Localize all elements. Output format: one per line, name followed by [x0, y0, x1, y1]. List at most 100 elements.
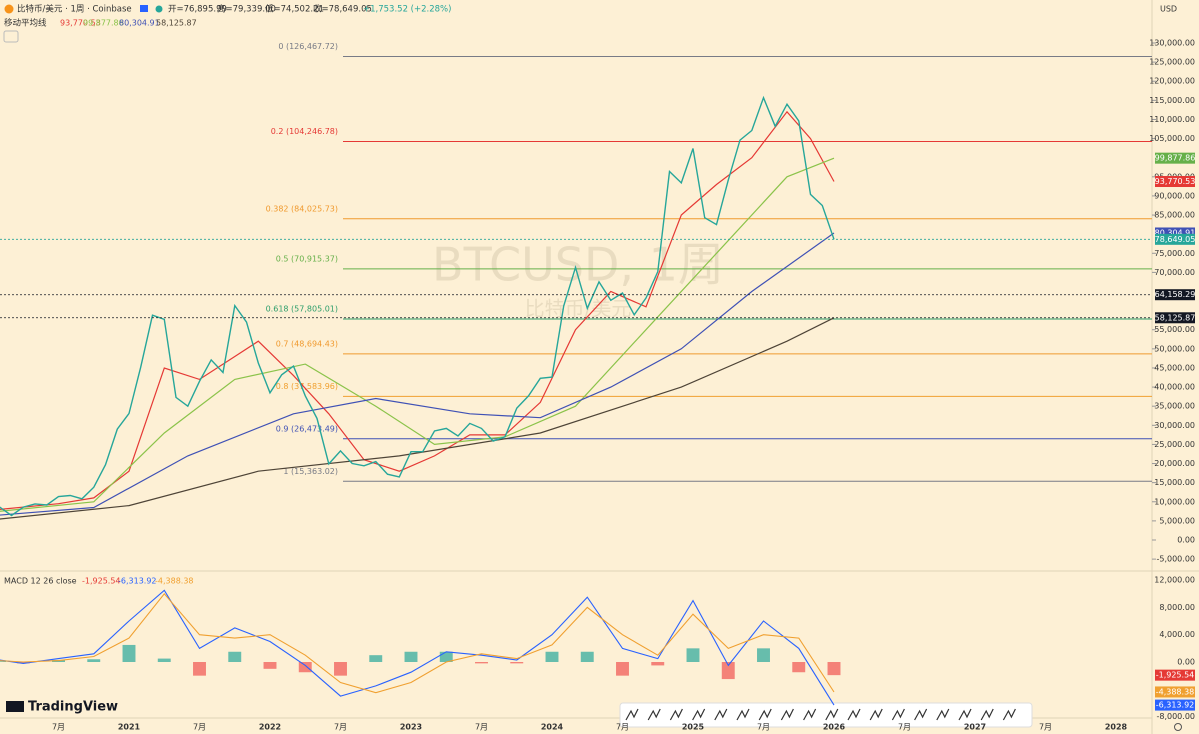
x-tick-label: 2024 [541, 723, 564, 732]
y-tick-label: 45,000.00 [1154, 363, 1195, 372]
price-tag [1155, 227, 1195, 239]
macd-histogram-bar [0, 661, 7, 662]
macd-histogram-bar [616, 662, 629, 676]
toolbar-tool[interactable] [980, 708, 994, 721]
macd-histogram-bar [16, 662, 30, 664]
macd-line [0, 592, 835, 694]
macd-legend-value: -6,313.92 [118, 577, 157, 586]
y-tick-label: 20,000.00 [1154, 459, 1195, 468]
moving-average [0, 232, 835, 516]
y-tick-label: 110,000.00 [1149, 115, 1195, 124]
ma-legend-value: 99,877.86 [83, 19, 124, 28]
moving-average [0, 317, 835, 520]
settings-icon[interactable] [1174, 723, 1182, 731]
moving-average [0, 157, 835, 512]
low: 低=74,502.21 [265, 4, 324, 15]
fib-label: 0.382 (84,025.73) [266, 204, 338, 213]
toolbar-tool[interactable] [936, 708, 950, 721]
macd-histogram-bar [686, 648, 700, 662]
macd-tick-label: 0.00 [1177, 658, 1195, 667]
open: 开=76,895.99 [168, 5, 227, 15]
x-tick-label: 2021 [118, 723, 141, 732]
y-tick-label: 50,000.00 [1154, 344, 1195, 353]
x-tick-label: 2027 [964, 723, 986, 732]
macd-histogram-bar [157, 658, 171, 662]
macd-histogram-bar [87, 659, 101, 662]
price-tag [1155, 152, 1195, 164]
macd-histogram-bar [510, 662, 524, 664]
ma-legend-value: 93,770.53 [60, 19, 101, 28]
toolbar-tool[interactable] [803, 708, 817, 721]
flag-icon[interactable] [140, 5, 148, 12]
y-tick-label: 105,000.00 [1149, 134, 1195, 143]
price-tag-label: 93,770.53 [1155, 177, 1196, 186]
brand-logo [6, 701, 24, 712]
brand: TradingView [28, 700, 118, 715]
macd-histogram-bar [545, 651, 559, 662]
macd-tag [1155, 699, 1195, 711]
coin-icon [4, 4, 14, 14]
fib-label: 0 (126,467.72) [278, 42, 338, 51]
toolbar-tool[interactable] [1002, 708, 1016, 721]
toolbar-tool[interactable] [847, 708, 861, 721]
toolbar-tool[interactable] [891, 708, 905, 721]
macd-tick-label: 8,000.00 [1159, 603, 1195, 612]
ma-legend-value: 58,125.87 [156, 19, 197, 28]
y-tick-label: 30,000.00 [1154, 421, 1195, 430]
macd-tick-label: 4,000.00 [1159, 630, 1195, 639]
price-tag-label: 64,158.29 [1155, 290, 1196, 299]
toolbar-tool[interactable] [958, 708, 972, 721]
y-tick-label: -5,000.00 [1156, 555, 1195, 564]
macd-tag-label: -6,313.92 [1156, 701, 1195, 710]
toolbar-tool[interactable] [825, 708, 839, 721]
y-tick-label: 75,000.00 [1154, 249, 1195, 258]
toolbar-tool[interactable] [692, 708, 706, 721]
x-tick-label: 7月 [757, 723, 770, 732]
x-tick-label: 7月 [475, 723, 488, 732]
x-tick-label: 7月 [898, 723, 911, 732]
y-tick-label: 0.00 [1177, 536, 1195, 545]
x-tick-label: 2023 [400, 723, 422, 732]
toolbar-tool[interactable] [914, 708, 928, 721]
toolbar-tool[interactable] [780, 708, 794, 721]
moving-average [0, 110, 835, 510]
macd-histogram-bar [193, 662, 206, 676]
toolbar-tool[interactable] [625, 708, 639, 721]
y-tick-label: 25,000.00 [1154, 440, 1195, 449]
x-tick-label: 2025 [682, 723, 705, 732]
price-tag-label: 80,304.91 [1155, 228, 1196, 237]
fib-label: 0.618 (57,805.01) [266, 305, 338, 314]
x-tick-label: 2026 [823, 723, 846, 732]
fib-label: 0.2 (104,246.78) [271, 127, 338, 136]
price-tag-label: 58,125.87 [1155, 313, 1196, 322]
y-tick-label: 90,000.00 [1154, 191, 1195, 200]
status-dot [155, 5, 163, 13]
toolbar-tool[interactable] [736, 708, 750, 721]
currency: USD [1160, 5, 1177, 14]
toolbar-tool[interactable] [758, 708, 772, 721]
fib-label: 0.7 (48,694.43) [276, 339, 338, 348]
y-tick-label: 85,000.00 [1154, 211, 1195, 220]
macd-title: MACD 12 26 close [4, 577, 77, 586]
macd-tag-label: -4,388.38 [1156, 687, 1195, 696]
toolbar-tool[interactable] [869, 708, 883, 721]
x-tick-label: 7月 [334, 723, 347, 732]
toolbar-tool[interactable] [714, 708, 728, 721]
toolbar-tool[interactable] [647, 708, 661, 721]
price-tag-label: 78,649.05 [1155, 235, 1196, 244]
watermark-sub: 比特币/美元 [525, 297, 632, 321]
macd-histogram-bar [651, 662, 665, 666]
price-tag [1155, 233, 1195, 245]
ma-legend-value: 80,304.91 [119, 19, 160, 28]
collapse-button[interactable] [3, 30, 19, 43]
macd-histogram-bar [404, 651, 418, 662]
y-tick-label: 40,000.00 [1154, 383, 1195, 392]
toolbar-bg [619, 702, 1033, 728]
y-tick-label: 120,000.00 [1149, 77, 1195, 86]
fib-label: 1 (15,363.02) [283, 467, 338, 476]
macd-histogram-bar [369, 655, 383, 662]
y-tick-label: 15,000.00 [1154, 478, 1195, 487]
toolbar-tool[interactable] [669, 708, 683, 721]
